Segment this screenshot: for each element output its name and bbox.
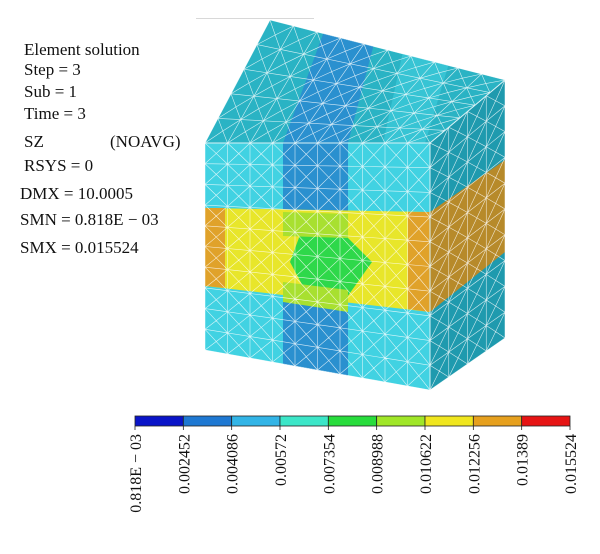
legend-swatch xyxy=(182,415,233,427)
front-orange-edge-right xyxy=(408,212,430,312)
info-sz-label: SZ xyxy=(24,132,44,151)
info-step: Step = 3 xyxy=(24,60,81,79)
info-dmx: DMX = 10.0005 xyxy=(20,184,134,203)
legend-label: 0.01389 xyxy=(515,434,532,486)
top-blue-stripe xyxy=(283,26,375,143)
right-face-mesh xyxy=(430,80,505,390)
info-smx: SMX = 0.015524 xyxy=(20,238,139,257)
mesh-right-lines xyxy=(430,80,505,390)
info-rsys: RSYS = 0 xyxy=(24,156,94,175)
legend-label: 0.007354 xyxy=(321,434,338,494)
info-sz-mode: (NOAVG) xyxy=(110,132,181,151)
cube-top-face xyxy=(205,20,505,143)
info-time: Time = 3 xyxy=(24,104,86,123)
legend-label: 0.818E − 03 xyxy=(128,434,145,513)
info-sub: Sub = 1 xyxy=(24,82,78,101)
top-face-mesh xyxy=(205,20,505,143)
legend-label: 0.010622 xyxy=(418,434,435,494)
legend-swatch xyxy=(376,415,426,427)
legend-swatch xyxy=(472,415,523,427)
legend-swatches xyxy=(134,415,571,427)
legend-swatch xyxy=(327,415,378,427)
legend-swatch xyxy=(134,415,184,427)
front-green-core xyxy=(290,225,372,300)
legend-labels: 0.818E − 03 0.002452 0.004086 0.00572 0.0073… xyxy=(128,426,580,513)
front-lime-patch xyxy=(283,212,348,238)
legend-label: 0.002452 xyxy=(176,434,193,494)
legend-swatch xyxy=(231,415,281,427)
legend-label: 0.004086 xyxy=(225,434,242,494)
mesh-top-lines xyxy=(205,20,505,143)
cube-front-face xyxy=(205,143,430,390)
legend-swatch xyxy=(424,415,474,427)
separator-line xyxy=(196,18,314,19)
legend-swatch xyxy=(279,415,329,427)
legend-label: 0.008988 xyxy=(370,434,387,494)
info-title: Element solution xyxy=(24,40,140,59)
front-face-mesh xyxy=(205,143,430,390)
top-light-stripe xyxy=(383,47,450,143)
fem-cube-model xyxy=(205,20,506,390)
legend-swatch xyxy=(521,415,571,427)
legend-label: 0.012256 xyxy=(466,434,483,494)
mesh-front-lines xyxy=(205,143,430,390)
cube-right-face xyxy=(430,80,505,390)
info-smn: SMN = 0.818E − 03 xyxy=(20,210,159,229)
legend-label: 0.015524 xyxy=(563,434,580,494)
legend-label: 0.00572 xyxy=(273,434,290,486)
